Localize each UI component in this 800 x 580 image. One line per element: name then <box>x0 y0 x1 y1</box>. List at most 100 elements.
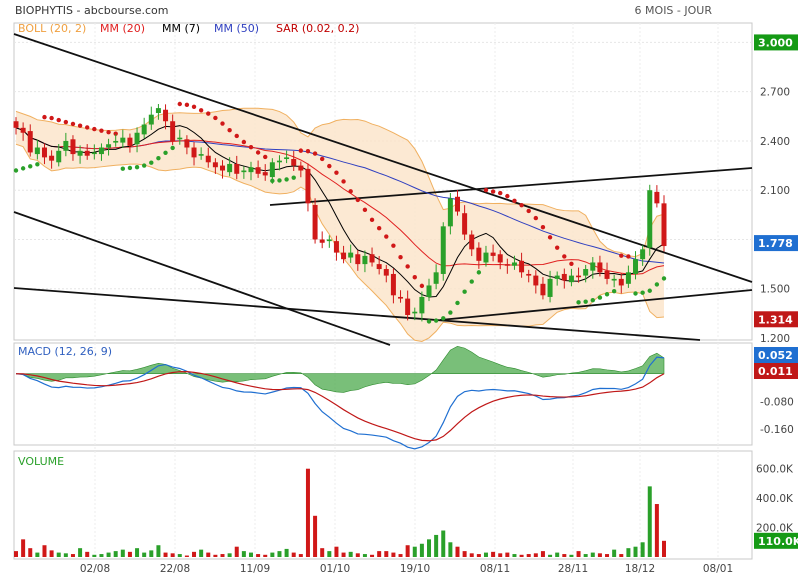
volume-bar <box>405 545 410 557</box>
candle-body <box>184 139 190 148</box>
candle-body <box>20 127 26 133</box>
volume-bar <box>640 542 645 557</box>
candle-body <box>220 165 226 171</box>
candle-body <box>170 121 176 141</box>
volume-bar <box>327 551 332 557</box>
candle-body <box>212 162 218 168</box>
sar-dot <box>455 300 460 306</box>
price-badge <box>754 34 798 51</box>
candle-body <box>326 239 332 242</box>
sar-dot <box>505 193 510 199</box>
candle-body <box>241 170 247 173</box>
sar-dot <box>56 117 61 123</box>
sar-dots <box>13 101 667 324</box>
volume-bar <box>63 553 68 557</box>
candle-body <box>120 137 126 143</box>
sar-dot <box>483 187 489 193</box>
sar-dot <box>512 198 517 203</box>
sar-dot <box>113 131 118 136</box>
candle-body <box>155 108 161 114</box>
candle-body <box>98 147 104 155</box>
candle-body <box>654 191 660 204</box>
legend-sar: SAR (0.02, 0.2) <box>276 22 359 35</box>
volume-bar <box>619 554 624 557</box>
macd-y-tick-label: -0.080 <box>760 396 794 408</box>
trend-line <box>13 211 391 346</box>
sar-dot <box>348 189 353 194</box>
sar-dot <box>626 254 631 259</box>
sar-dot <box>498 190 503 196</box>
bollinger-upper <box>15 107 665 258</box>
sar-dot <box>426 319 432 324</box>
volume-pane-frame <box>13 450 753 560</box>
sar-dot <box>156 156 161 161</box>
macd-pane-frame <box>13 342 753 446</box>
volume-bar <box>355 553 360 557</box>
sar-dot <box>85 125 90 130</box>
legend-mm50: MM (50) <box>214 22 259 35</box>
sar-dot <box>327 163 332 169</box>
volume-bar <box>626 548 631 557</box>
volume-bar <box>78 548 83 557</box>
axis-labels: 1.2001.5001.8002.1002.4002.700-0.160-0.0… <box>80 34 800 575</box>
volume-bar <box>491 551 496 557</box>
volume-bar <box>605 554 610 557</box>
volume-bar <box>256 554 261 557</box>
candle-body <box>433 272 439 284</box>
candle-body <box>561 273 567 281</box>
volume-bar <box>434 534 439 557</box>
candle-body <box>70 139 76 155</box>
volume-bar <box>412 546 417 557</box>
sar-dot <box>391 243 396 248</box>
sar-dot <box>362 207 368 213</box>
candle-body <box>41 147 47 158</box>
sar-dot <box>519 202 524 208</box>
sar-dot <box>42 114 47 120</box>
sar-dot <box>441 316 446 321</box>
sar-dot <box>13 168 19 173</box>
volume-bar <box>248 552 253 557</box>
trend-line <box>13 287 701 341</box>
volume-bar <box>206 552 211 557</box>
sar-dot <box>255 150 261 155</box>
sar-dot <box>49 115 54 121</box>
candle-body <box>547 278 553 297</box>
candle-body <box>298 165 304 171</box>
candle-body <box>284 157 290 160</box>
volume-bar <box>548 554 553 557</box>
volume-bar <box>555 552 560 557</box>
volume-bar <box>28 548 33 557</box>
sar-dot <box>490 189 496 194</box>
sar-dot <box>234 133 239 139</box>
candle-body <box>227 163 233 173</box>
sar-dot <box>106 129 111 135</box>
sar-dot <box>28 164 33 169</box>
candle-body <box>312 204 318 240</box>
volume-bar <box>427 539 432 557</box>
candle-body <box>469 234 475 250</box>
volume-bar <box>35 552 40 557</box>
volume-y-tick-label: 400.0K <box>756 493 794 505</box>
candle-body <box>618 278 624 286</box>
legend-boll: BOLL (20, 2) <box>18 22 86 35</box>
sar-dot <box>127 165 133 171</box>
volume-bar <box>241 551 246 557</box>
candle-body <box>540 283 546 296</box>
volume-bar <box>341 552 346 557</box>
volume-bar <box>42 545 47 557</box>
volume-bar <box>377 551 382 557</box>
candle-body <box>369 254 375 263</box>
candle-body <box>497 254 503 263</box>
sar-dot <box>554 245 560 250</box>
sar-dot <box>277 178 282 183</box>
candle-body <box>611 278 617 281</box>
legend-mm20: MM (20) <box>100 22 145 35</box>
candle-body <box>640 249 646 260</box>
sar-dot <box>77 123 83 128</box>
y-tick-label: 2.700 <box>760 87 790 99</box>
volume-bar <box>498 553 503 557</box>
volume-bar <box>370 554 375 557</box>
candle-body <box>554 275 560 279</box>
candle-body <box>177 137 183 140</box>
